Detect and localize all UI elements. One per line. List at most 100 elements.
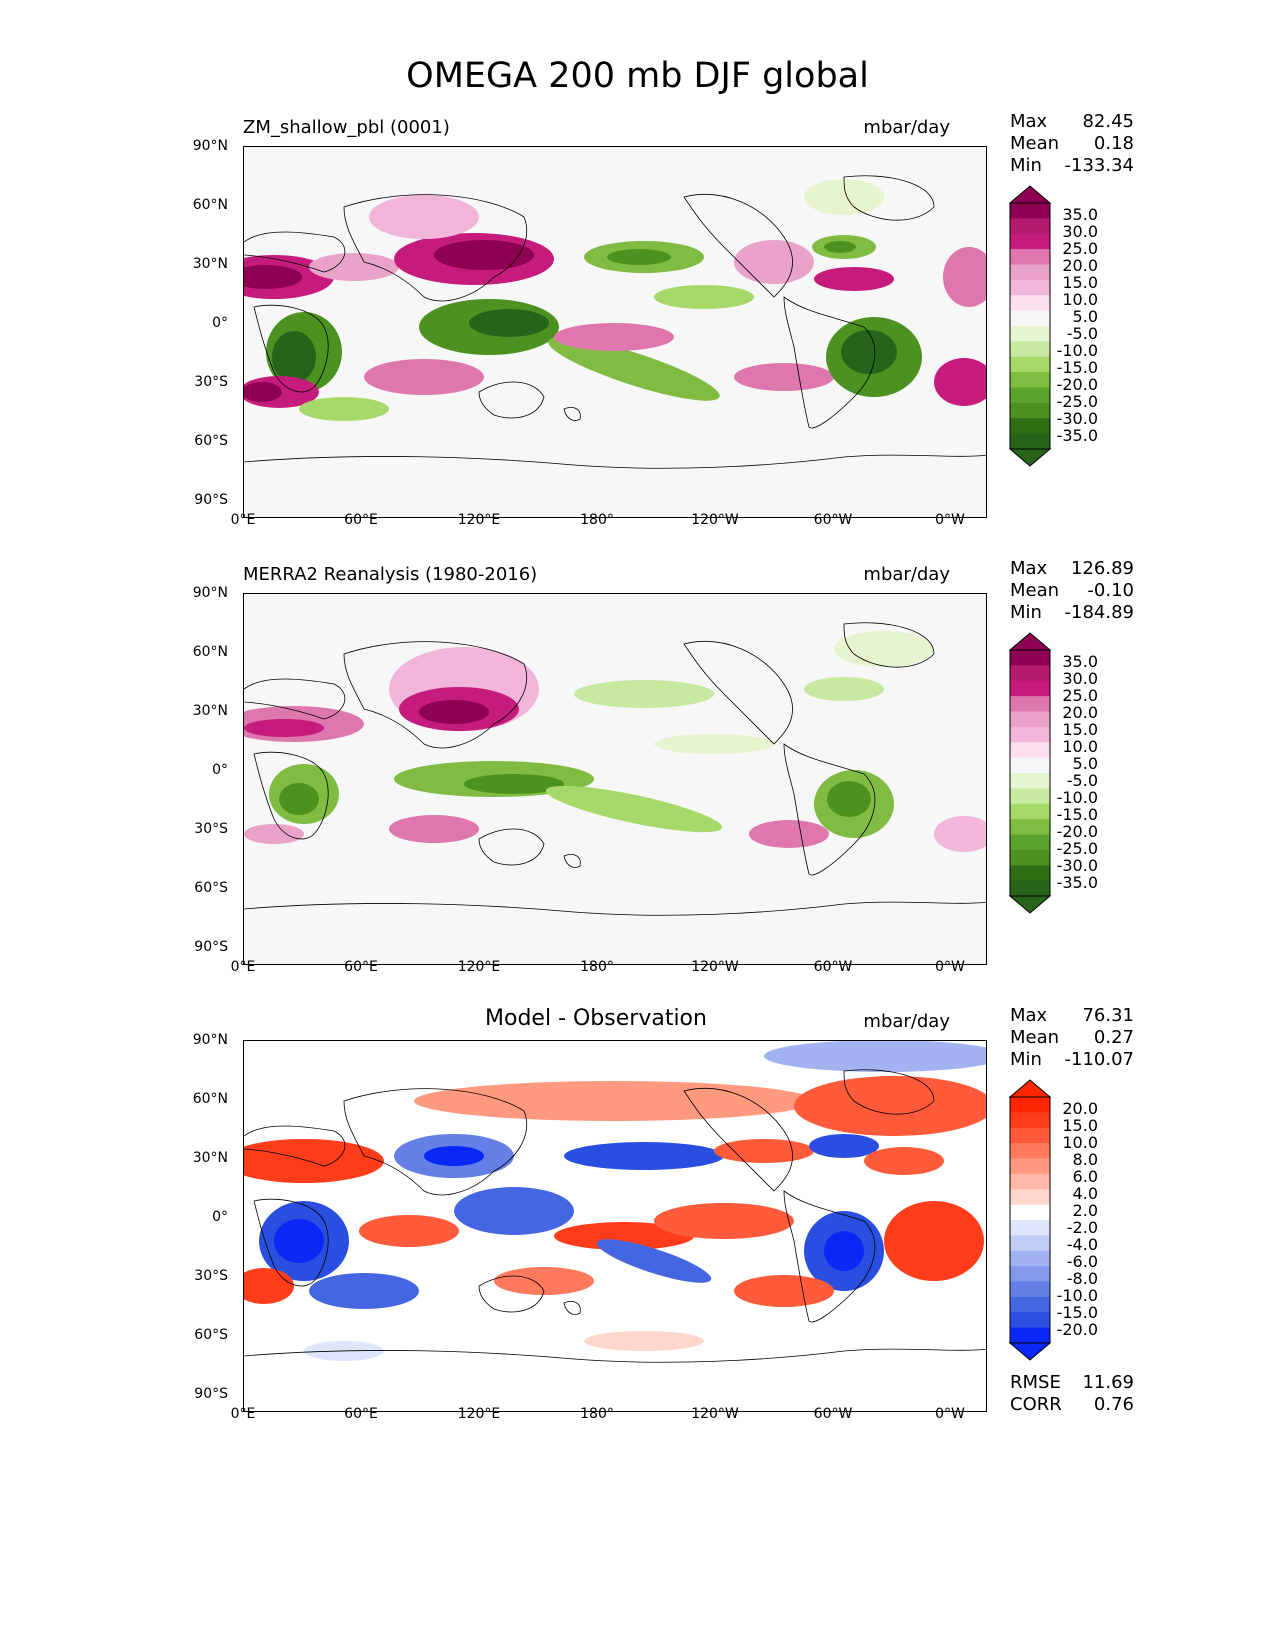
colorbar-tick-label: -30.0 — [1056, 856, 1098, 875]
colorbar-swatch — [1010, 1158, 1050, 1175]
colorbar-tick-label: -20.0 — [1056, 1320, 1098, 1339]
panel2-xlabel-120e: 120°E — [457, 959, 501, 975]
panel3-coastlines — [244, 1069, 986, 1363]
colorbar-tick-label: -20.0 — [1056, 375, 1098, 394]
colorbar-tick-label: 5.0 — [1072, 307, 1098, 326]
colorbar-swatch — [1010, 680, 1050, 697]
colorbar-swatch — [1010, 402, 1050, 419]
colorbar-tick-label: -25.0 — [1056, 392, 1098, 411]
figure-title: OMEGA 200 mb DJF global — [406, 56, 869, 96]
colorbar-tick-label: 10.0 — [1062, 290, 1098, 309]
colorbar-tick-label: 30.0 — [1062, 669, 1098, 688]
panel2-xlabel-0w: 0°W — [935, 959, 965, 975]
colorbar-tick-label: 25.0 — [1062, 686, 1098, 705]
colorbar-tick-label: -6.0 — [1066, 1252, 1098, 1271]
colorbar-swatch — [1010, 1250, 1050, 1267]
colorbar-swatch — [1010, 1097, 1050, 1113]
colorbar-tick-label: -20.0 — [1056, 822, 1098, 841]
colorbar-swatch — [1010, 665, 1050, 682]
panel3-xlabel-0e: 0°E — [230, 1406, 256, 1422]
colorbar-bottom-extension — [1008, 448, 1052, 467]
colorbar-tick-label: -15.0 — [1056, 1303, 1098, 1322]
colorbar-swatch — [1010, 218, 1050, 235]
panel1-ylabel-30s: 30°S — [194, 374, 228, 390]
panel3-xlabel-60e: 60°E — [344, 1406, 378, 1422]
colorbar-tick-label: -10.0 — [1056, 341, 1098, 360]
colorbar-swatch — [1010, 757, 1050, 774]
panel2-ylabel-60n: 60°N — [192, 644, 228, 660]
colorbar-swatch — [1010, 711, 1050, 728]
colorbar-frame — [1009, 202, 1051, 450]
panel3-contours — [244, 1041, 986, 1361]
panel2-colorbar — [1008, 632, 1052, 914]
colorbar-swatch — [1010, 233, 1050, 250]
colorbar-tick-label: 20.0 — [1062, 1099, 1098, 1118]
panel3-ylabel-0: 0° — [212, 1209, 228, 1225]
panel1-ylabel-60s: 60°S — [194, 433, 228, 449]
panel2-coastlines — [244, 622, 986, 916]
colorbar-swatch — [1010, 650, 1050, 666]
panel1-xlabel-0e: 0°E — [230, 512, 256, 528]
colorbar-tick-label: -15.0 — [1056, 358, 1098, 377]
panel3-units: mbar/day — [863, 1011, 950, 1032]
colorbar-swatch — [1010, 433, 1050, 450]
colorbar-tick-label: 20.0 — [1062, 256, 1098, 275]
colorbar-swatch — [1010, 803, 1050, 820]
colorbar-top-extension — [1008, 185, 1052, 204]
colorbar-bottom-extension — [1008, 1342, 1052, 1361]
colorbar-tick-label: -10.0 — [1056, 788, 1098, 807]
colorbar-swatch — [1010, 696, 1050, 712]
colorbar-swatch — [1010, 1220, 1050, 1236]
colorbar-swatch — [1010, 1327, 1050, 1344]
colorbar-tick-label: 20.0 — [1062, 703, 1098, 722]
colorbar-tick-label: -30.0 — [1056, 409, 1098, 428]
colorbar-tick-label: -35.0 — [1056, 873, 1098, 892]
panel3-xlabel-180: 180° — [580, 1406, 614, 1422]
colorbar-tick-label: -35.0 — [1056, 426, 1098, 445]
panel1-ylabel-30n: 30°N — [192, 256, 228, 272]
colorbar-tick-label: -2.0 — [1066, 1218, 1098, 1237]
panel1-left-title: ZM_shallow_pbl (0001) — [243, 117, 450, 138]
colorbar-tick-label: 30.0 — [1062, 222, 1098, 241]
colorbar-swatch — [1010, 341, 1050, 358]
colorbar-top-extension — [1008, 1079, 1052, 1098]
colorbar-swatch — [1010, 834, 1050, 851]
panel3-ylabel-90n: 90°N — [192, 1032, 228, 1048]
panel2-ylabel-60s: 60°S — [194, 880, 228, 896]
panel2-xlabel-180: 180° — [580, 959, 614, 975]
panel3-colorbar — [1008, 1079, 1052, 1361]
panel1-stats: Max 82.45 Mean 0.18 Min -133.34 — [1010, 111, 1134, 176]
colorbar-swatch — [1010, 1296, 1050, 1313]
colorbar-tick-label: 8.0 — [1072, 1150, 1098, 1169]
colorbar-swatch — [1010, 849, 1050, 866]
colorbar-tick-label: -5.0 — [1066, 324, 1098, 343]
colorbar-swatch — [1010, 295, 1050, 312]
panel3-xlabel-60w: 60°W — [813, 1406, 853, 1422]
colorbar-swatch — [1010, 387, 1050, 404]
colorbar-tick-label: -5.0 — [1066, 771, 1098, 790]
colorbar-swatch — [1010, 726, 1050, 743]
panel1-ylabel-90s: 90°S — [194, 492, 228, 508]
panel1-xlabel-60e: 60°E — [344, 512, 378, 528]
colorbar-tick-label: -25.0 — [1056, 839, 1098, 858]
colorbar-swatch — [1010, 310, 1050, 327]
panel3-ylabel-30n: 30°N — [192, 1150, 228, 1166]
colorbar-swatch — [1010, 1143, 1050, 1159]
panel2-xlabel-60w: 60°W — [813, 959, 853, 975]
panel1-colorbar — [1008, 185, 1052, 467]
colorbar-swatch — [1010, 819, 1050, 835]
colorbar-tick-label: 5.0 — [1072, 754, 1098, 773]
panel1-colorbar-labels: 35.0 30.0 25.0 20.0 15.0 10.0 5.0 -5.0 -10.0 -15.… — [1054, 206, 1098, 445]
panel1-xlabel-180: 180° — [580, 512, 614, 528]
panel1-xlabel-60w: 60°W — [813, 512, 853, 528]
colorbar-swatch — [1010, 249, 1050, 265]
colorbar-swatch — [1010, 418, 1050, 435]
panel2-ylabel-90s: 90°S — [194, 939, 228, 955]
colorbar-swatch — [1010, 1112, 1050, 1129]
panel1-xlabel-0w: 0°W — [935, 512, 965, 528]
panel2-map — [243, 593, 987, 965]
panel2-ylabel-90n: 90°N — [192, 585, 228, 601]
panel2-xlabel-60e: 60°E — [344, 959, 378, 975]
panel3-xlabel-0w: 0°W — [935, 1406, 965, 1422]
colorbar-tick-label: 25.0 — [1062, 239, 1098, 258]
